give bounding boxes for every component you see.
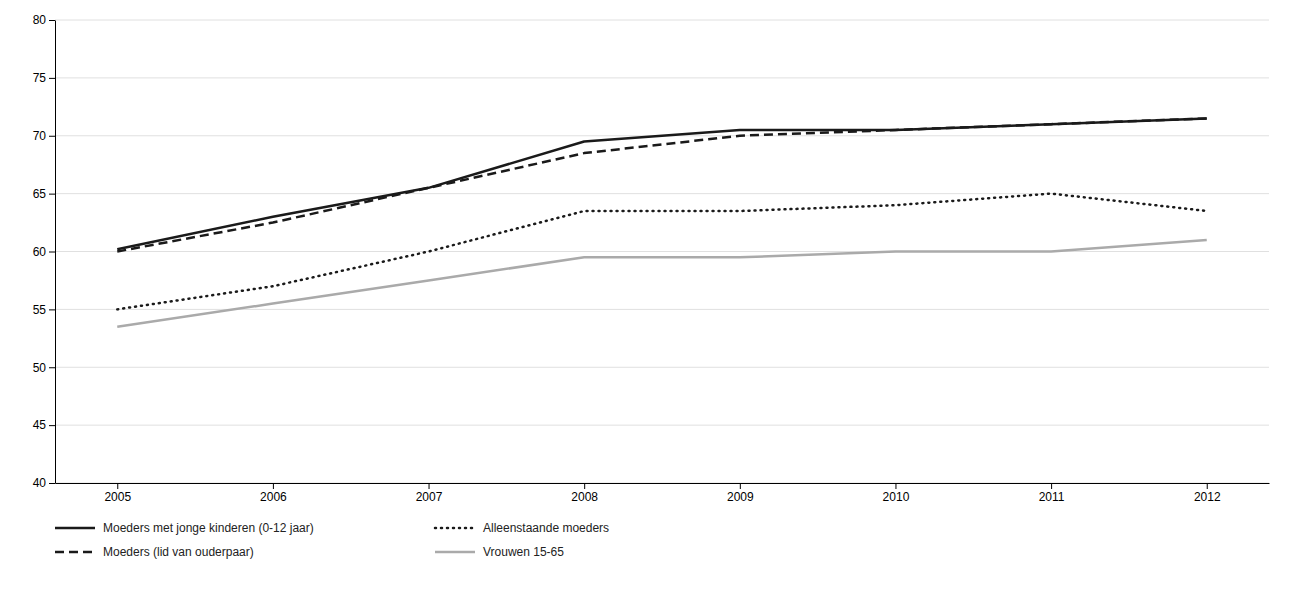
legend-item: Moeders (lid van ouderpaar) xyxy=(55,545,254,559)
tick-mark xyxy=(1051,483,1052,489)
tick-label: 2011 xyxy=(1039,490,1065,504)
legend-swatch xyxy=(55,527,95,530)
y-axis: 40 45 50 55 60 65 70 75 80 xyxy=(33,13,56,490)
tick-mark xyxy=(49,136,55,137)
legend-label: Vrouwen 15-65 xyxy=(483,545,564,559)
tick-mark xyxy=(584,483,585,489)
tick: 2009 xyxy=(727,483,754,504)
tick: 2006 xyxy=(260,483,287,504)
legend-swatch xyxy=(55,551,95,554)
legend-label: Moeders (lid van ouderpaar) xyxy=(103,545,254,559)
tick-mark xyxy=(49,309,55,310)
legend-item: Alleenstaande moeders xyxy=(435,521,609,535)
tick-label: 2009 xyxy=(727,490,754,504)
tick-mark xyxy=(49,194,55,195)
tick-label: 2010 xyxy=(883,490,910,504)
tick: 2007 xyxy=(416,483,443,504)
tick-label: 2005 xyxy=(104,490,131,504)
tick: 2012 xyxy=(1194,483,1221,504)
legend-item: Vrouwen 15-65 xyxy=(435,545,564,559)
grid-line xyxy=(55,193,1269,194)
tick: 80 xyxy=(33,13,55,27)
tick-mark xyxy=(740,483,741,489)
tick: 40 xyxy=(33,476,55,490)
legend-label: Moeders met jonge kinderen (0-12 jaar) xyxy=(103,521,314,535)
tick: 2008 xyxy=(571,483,598,504)
legend-label: Alleenstaande moeders xyxy=(483,521,609,535)
grid-line xyxy=(55,367,1269,368)
tick: 60 xyxy=(33,245,55,259)
line xyxy=(117,118,1206,251)
tick-label: 75 xyxy=(33,71,47,85)
axis-line xyxy=(56,483,1270,484)
tick: 2011 xyxy=(1039,483,1065,504)
tick: 65 xyxy=(33,187,55,201)
tick-mark xyxy=(49,483,55,484)
tick-mark xyxy=(429,483,430,489)
line xyxy=(117,118,1206,249)
tick: 2010 xyxy=(883,483,910,504)
grid-line xyxy=(55,425,1269,426)
tick-label: 40 xyxy=(33,476,47,490)
chart: 2005 2006 2007 2008 2009 2010 2011 2012 40 45 50 55… xyxy=(0,0,1299,603)
tick-mark xyxy=(49,425,55,426)
grid-line xyxy=(55,77,1269,78)
tick-label: 45 xyxy=(33,418,47,432)
tick: 75 xyxy=(33,71,55,85)
grid-line xyxy=(55,251,1269,252)
tick-label: 55 xyxy=(33,303,47,317)
line xyxy=(117,240,1206,327)
tick-mark xyxy=(49,78,55,79)
legend-item: Moeders met jonge kinderen (0-12 jaar) xyxy=(55,521,314,535)
tick-label: 2012 xyxy=(1194,490,1221,504)
tick-mark xyxy=(49,367,55,368)
x-axis: 2005 2006 2007 2008 2009 2010 2011 2012 xyxy=(56,483,1270,504)
tick: 70 xyxy=(33,129,55,143)
tick-label: 2006 xyxy=(260,490,287,504)
tick-label: 65 xyxy=(33,187,47,201)
tick: 50 xyxy=(33,361,55,375)
tick: 2005 xyxy=(104,483,131,504)
tick-mark xyxy=(273,483,274,489)
legend-swatch xyxy=(435,527,475,530)
tick: 55 xyxy=(33,303,55,317)
grid-line xyxy=(55,483,1269,484)
grid-line xyxy=(55,20,1269,21)
tick-mark xyxy=(117,483,118,489)
tick-label: 2008 xyxy=(571,490,598,504)
tick-label: 2007 xyxy=(416,490,443,504)
tick-mark xyxy=(49,252,55,253)
tick-mark xyxy=(895,483,896,489)
axis-line xyxy=(55,21,56,484)
grid xyxy=(55,20,1269,483)
lines xyxy=(117,118,1206,326)
tick-mark xyxy=(49,20,55,21)
plot: 2005 2006 2007 2008 2009 2010 2011 2012 40 45 50 55… xyxy=(33,13,1270,559)
tick: 45 xyxy=(33,418,55,432)
legend-swatch xyxy=(435,551,475,554)
tick-label: 50 xyxy=(33,361,47,375)
tick-label: 60 xyxy=(33,245,47,259)
tick-mark xyxy=(1207,483,1208,489)
tick-label: 80 xyxy=(33,13,47,27)
legend: Moeders met jonge kinderen (0-12 jaar) Al… xyxy=(55,521,609,559)
tick-label: 70 xyxy=(33,129,47,143)
